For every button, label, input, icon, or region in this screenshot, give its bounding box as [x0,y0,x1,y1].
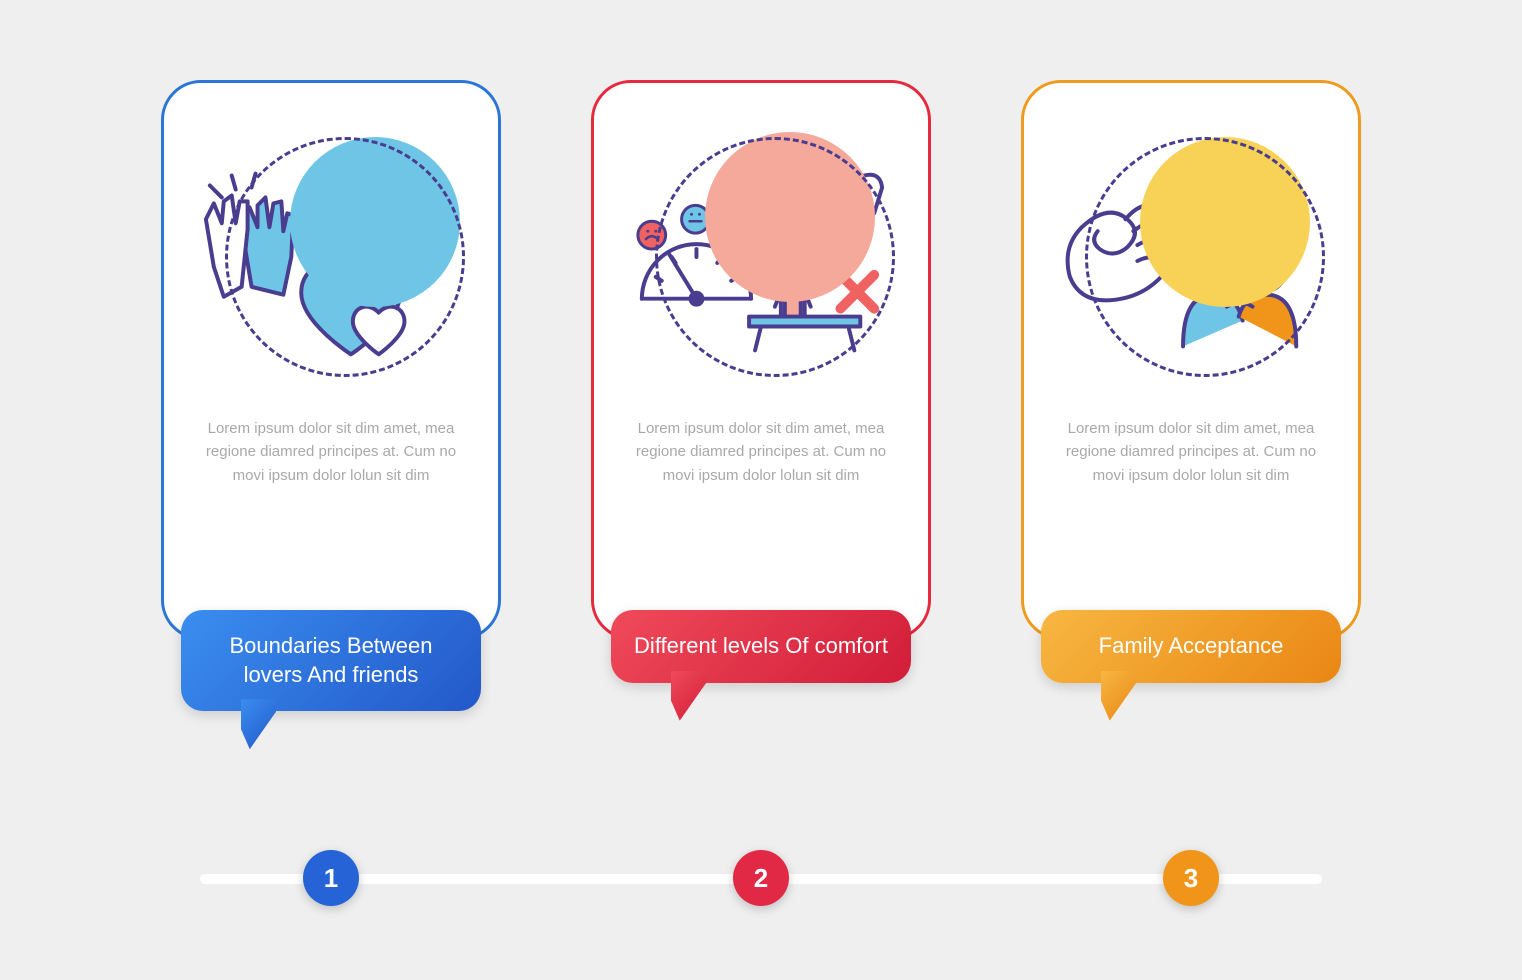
card-2-title: Different levels Of comfort [634,633,888,658]
card-1-description: Lorem ipsum dolor sit dim amet, mea regi… [192,407,470,487]
cards-row: Lorem ipsum dolor sit dim amet, mea regi… [0,80,1522,640]
card-3-title-bubble: Family Acceptance [1041,610,1341,683]
card-1-icon-area [192,107,470,407]
dashed-circle-icon [655,137,895,377]
card-3-title: Family Acceptance [1099,633,1284,658]
card-2: Lorem ipsum dolor sit dim amet, mea regi… [591,80,931,640]
card-2-title-bubble: Different levels Of comfort [611,610,911,683]
card-1-body: Lorem ipsum dolor sit dim amet, mea regi… [161,80,501,640]
card-1-number: 1 [324,863,338,894]
dashed-circle-icon [225,137,465,377]
card-2-number-badge: 2 [733,850,789,906]
card-1-number-badge: 1 [303,850,359,906]
card-1: Lorem ipsum dolor sit dim amet, mea regi… [161,80,501,640]
card-2-description: Lorem ipsum dolor sit dim amet, mea regi… [622,407,900,487]
card-2-body: Lorem ipsum dolor sit dim amet, mea regi… [591,80,931,640]
card-2-icon-area [622,107,900,407]
card-3-number: 3 [1184,863,1198,894]
card-2-number: 2 [754,863,768,894]
dashed-circle-icon [1085,137,1325,377]
card-3-description: Lorem ipsum dolor sit dim amet, mea regi… [1052,407,1330,487]
card-3-icon-area [1052,107,1330,407]
card-3-body: Lorem ipsum dolor sit dim amet, mea regi… [1021,80,1361,640]
card-1-title: Boundaries Between lovers And friends [229,633,432,687]
card-3-number-badge: 3 [1163,850,1219,906]
card-3: Lorem ipsum dolor sit dim amet, mea regi… [1021,80,1361,640]
card-1-title-bubble: Boundaries Between lovers And friends [181,610,481,711]
